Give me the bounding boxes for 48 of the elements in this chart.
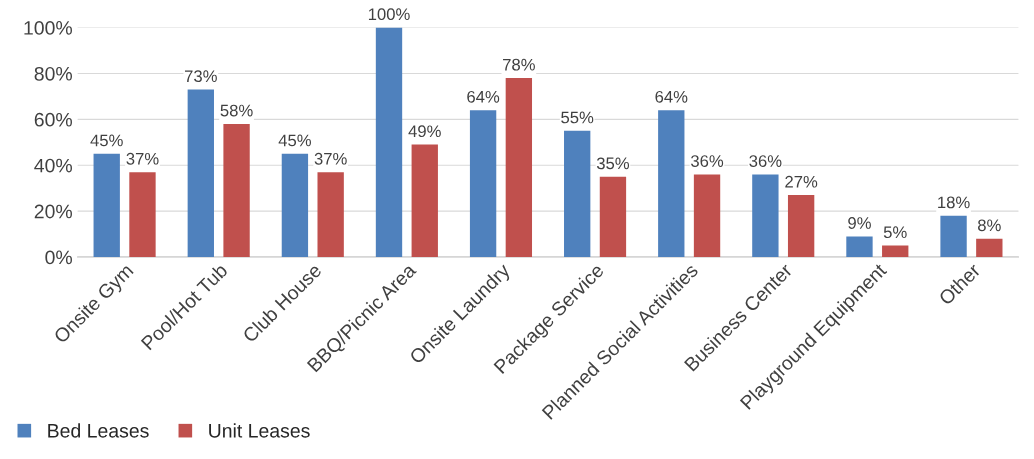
data-label: 8% bbox=[978, 219, 1001, 232]
data-label: 9% bbox=[848, 217, 871, 229]
y-tick-label: 60% bbox=[34, 112, 72, 127]
data-label: 45% bbox=[278, 134, 311, 147]
data-label: 45% bbox=[90, 134, 123, 147]
bar bbox=[564, 130, 591, 258]
data-label: 5% bbox=[883, 226, 907, 239]
y-tick-label: 0% bbox=[45, 250, 72, 265]
bar bbox=[976, 238, 1003, 258]
bar bbox=[281, 153, 309, 258]
y-tick-label: 20% bbox=[34, 204, 72, 219]
bar bbox=[187, 89, 214, 258]
y-tick-label: 100% bbox=[24, 21, 72, 35]
data-label: 64% bbox=[655, 90, 688, 103]
bar bbox=[940, 215, 967, 258]
y-tick-label: 40% bbox=[34, 158, 72, 173]
bar bbox=[787, 195, 815, 258]
data-label: 37% bbox=[314, 152, 347, 165]
data-label: 36% bbox=[749, 155, 782, 167]
bar bbox=[375, 27, 403, 258]
bar bbox=[469, 110, 497, 258]
data-label: 78% bbox=[503, 58, 535, 71]
data-label: 37% bbox=[126, 152, 159, 165]
bar bbox=[505, 78, 533, 258]
legend-label: Bed Leases bbox=[48, 423, 149, 438]
bar bbox=[93, 153, 120, 258]
data-label: 58% bbox=[220, 104, 253, 117]
bar bbox=[882, 245, 909, 258]
legend-label: Unit Leases bbox=[209, 423, 310, 438]
y-tick-label: 80% bbox=[34, 66, 72, 81]
bar bbox=[411, 144, 438, 258]
bar bbox=[317, 172, 344, 258]
bar bbox=[129, 172, 156, 258]
data-label: 35% bbox=[596, 157, 630, 170]
bar bbox=[693, 174, 721, 258]
data-label: 18% bbox=[938, 196, 970, 209]
data-label: 49% bbox=[408, 125, 441, 138]
bar bbox=[223, 123, 250, 258]
data-label: 64% bbox=[467, 90, 500, 103]
bar bbox=[658, 110, 685, 258]
bar bbox=[846, 236, 873, 258]
data-label: 36% bbox=[691, 155, 724, 167]
data-label: 27% bbox=[785, 175, 818, 188]
bar bbox=[752, 174, 779, 258]
data-label: 73% bbox=[184, 70, 217, 83]
data-label: 55% bbox=[561, 111, 594, 124]
data-label: 100% bbox=[368, 8, 410, 21]
bar bbox=[599, 176, 627, 258]
